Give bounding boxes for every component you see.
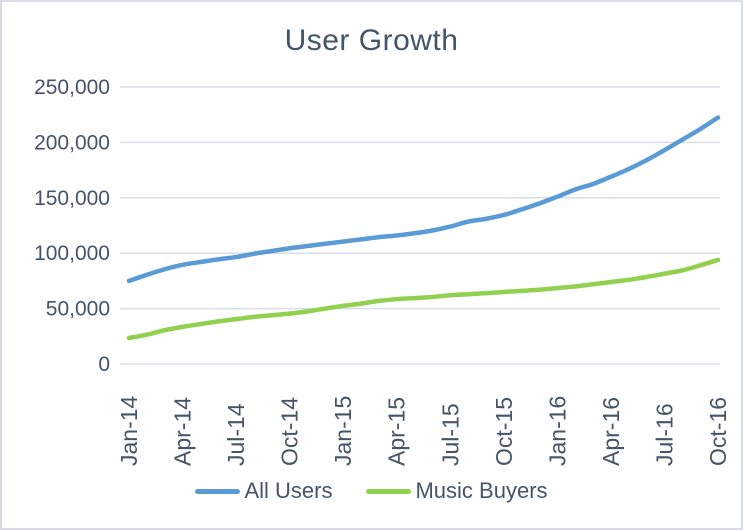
y-tick-label: 200,000: [34, 131, 110, 154]
x-tick-label: Jul-14: [223, 403, 249, 466]
x-tick-label: Oct-14: [277, 397, 303, 466]
x-tick-label: Oct-15: [491, 397, 517, 466]
y-tick-label: 100,000: [34, 242, 110, 265]
y-tick-label: 250,000: [34, 76, 110, 99]
y-tick-label: 150,000: [34, 187, 110, 210]
legend-label-all-users: All Users: [244, 478, 333, 503]
x-tick-label: Oct-16: [705, 397, 731, 466]
x-tick-label: Jul-15: [437, 403, 463, 466]
legend-label-music-buyers: Music Buyers: [415, 478, 548, 503]
x-tick-label: Apr-14: [170, 397, 196, 466]
legend-item-music-buyers: Music Buyers: [366, 478, 548, 504]
x-tick-label: Apr-15: [384, 397, 410, 466]
x-tick-label: Jan-15: [330, 396, 356, 466]
chart-title: User Growth: [284, 24, 459, 57]
x-tick-label: Apr-16: [598, 397, 624, 466]
x-tick-label: Jan-14: [116, 395, 142, 466]
y-tick-label: 0: [98, 353, 110, 376]
x-tick-label: Jan-16: [544, 396, 570, 466]
all-users-line-swatch: [195, 488, 241, 494]
x-tick-label: Jul-16: [651, 403, 677, 466]
music-buyers-line-swatch: [366, 488, 412, 494]
music-buyers-line: [126, 257, 721, 341]
legend: All Users Music Buyers: [2, 478, 741, 504]
all-users-line: [126, 115, 721, 284]
legend-item-all-users: All Users: [195, 478, 332, 504]
y-tick-label: 50,000: [46, 298, 110, 321]
